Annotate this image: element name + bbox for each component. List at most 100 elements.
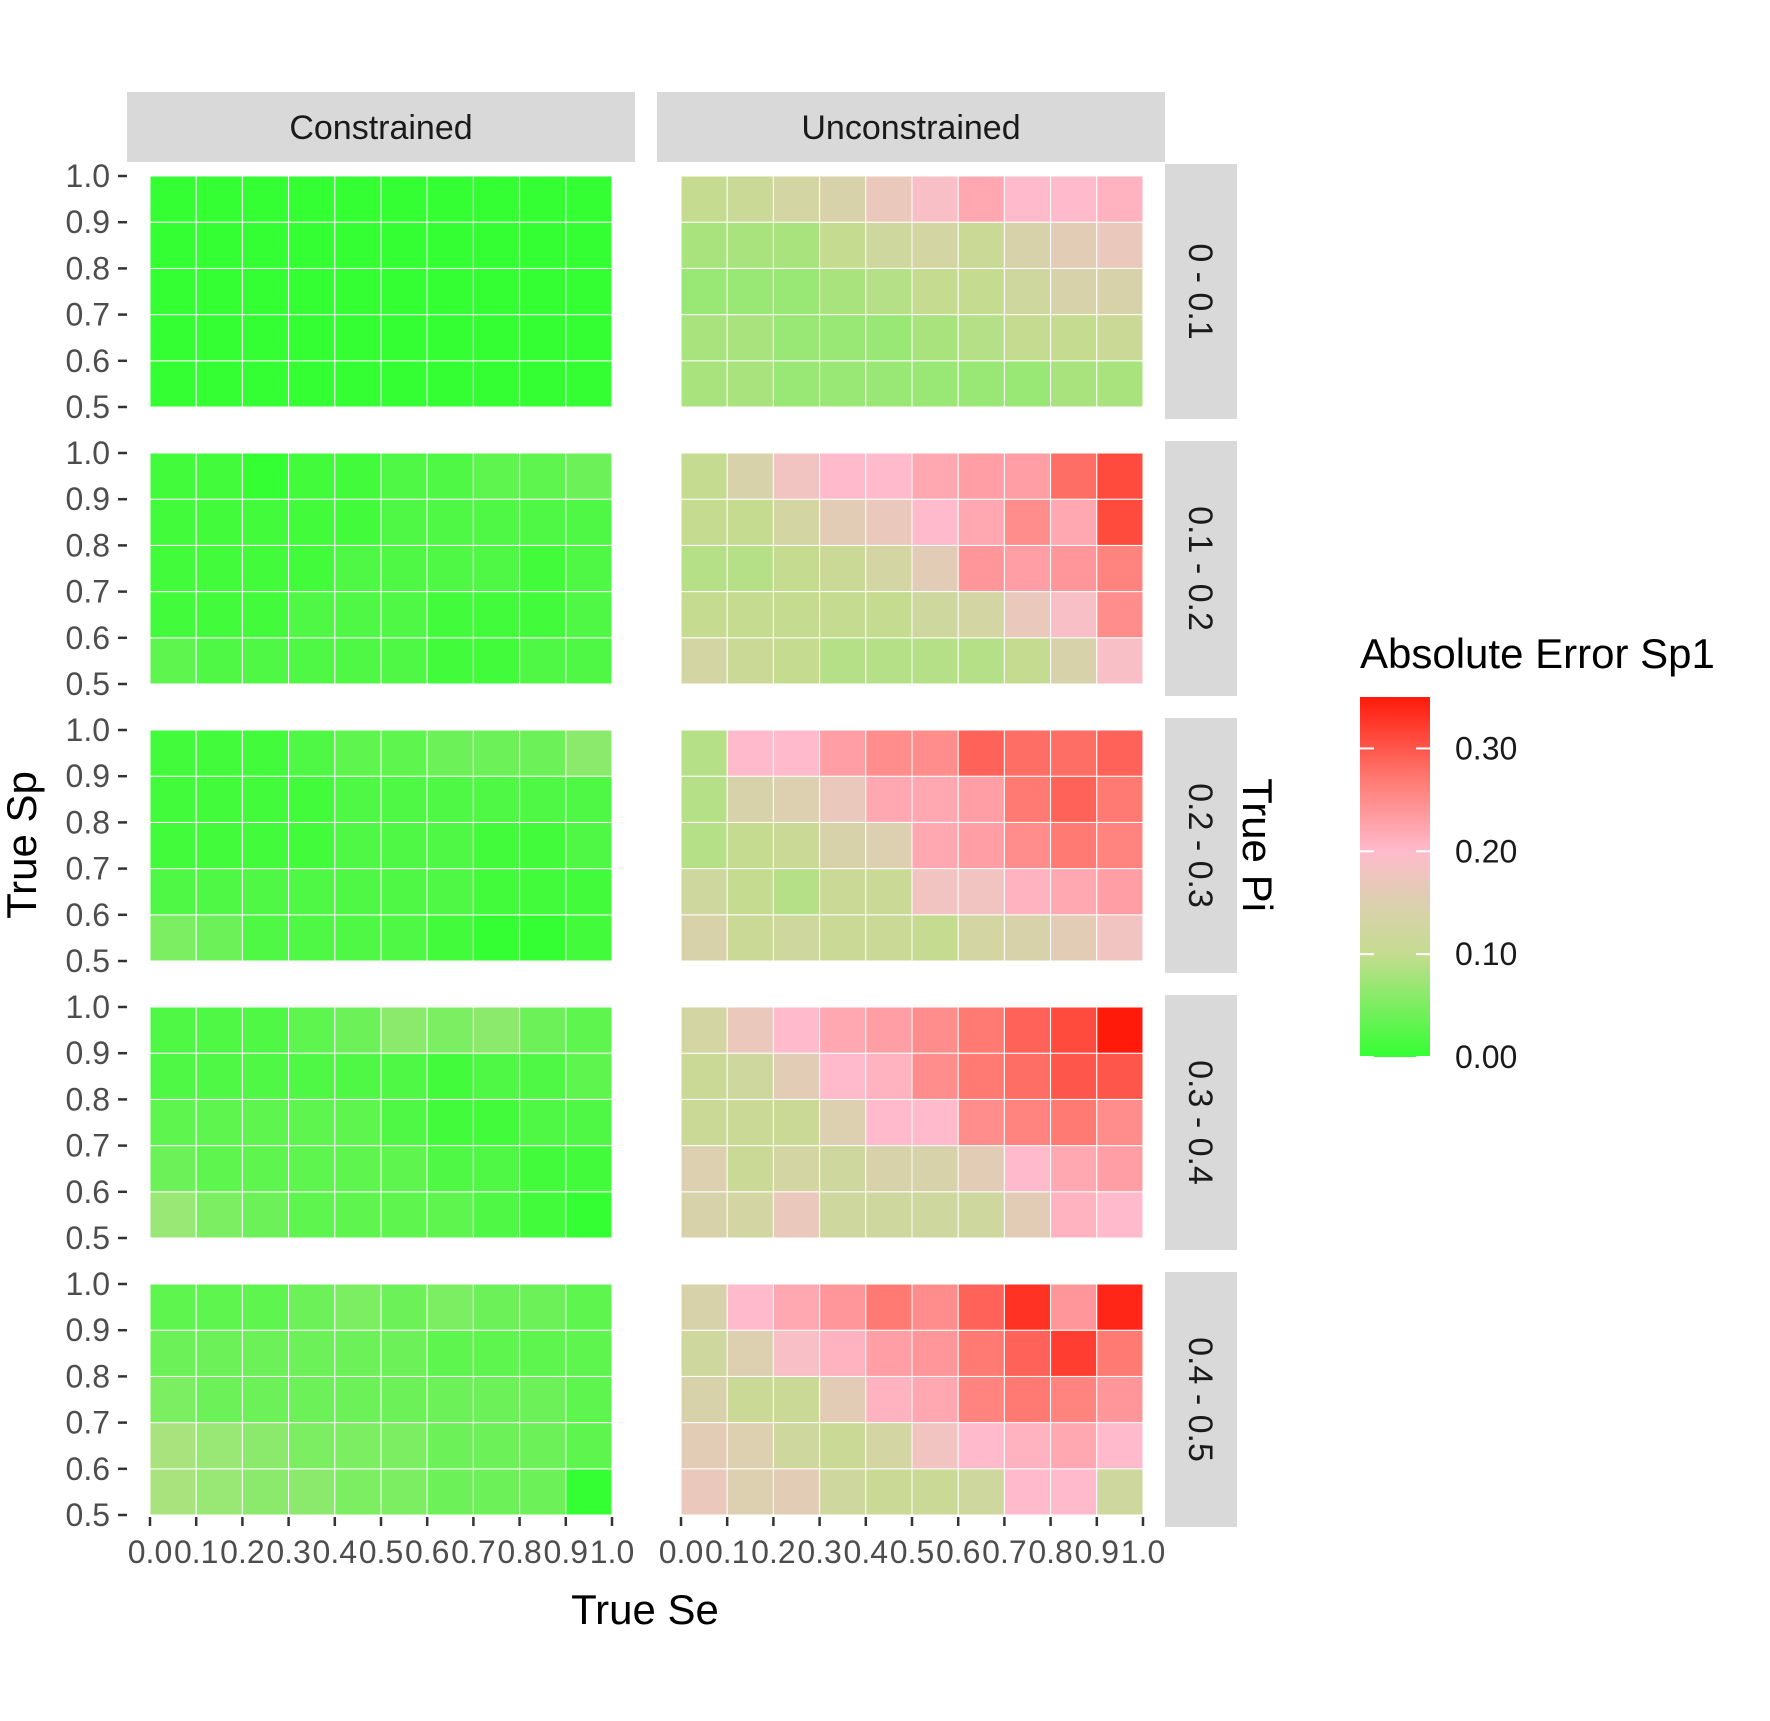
heatmap-cell bbox=[680, 1468, 728, 1516]
y-tick-label: 0.8 bbox=[66, 527, 110, 563]
heatmap-cell bbox=[865, 221, 913, 269]
heatmap-cell bbox=[865, 775, 913, 823]
heatmap-cell bbox=[426, 498, 474, 546]
heatmap-cell bbox=[1003, 1468, 1052, 1516]
row-strip-background bbox=[1165, 718, 1237, 973]
heatmap-cell bbox=[1003, 314, 1052, 362]
heatmap-panels bbox=[149, 175, 1144, 1516]
row-strip-background bbox=[1165, 1272, 1237, 1527]
heatmap-cell bbox=[334, 360, 382, 408]
heatmap-cell bbox=[680, 914, 728, 962]
heatmap-cell bbox=[241, 544, 290, 593]
heatmap-cell bbox=[865, 314, 913, 362]
heatmap-cell bbox=[680, 1052, 728, 1100]
heatmap-cell bbox=[241, 360, 290, 408]
y-tick-label: 0.8 bbox=[66, 1081, 110, 1117]
heatmap-cell bbox=[772, 1145, 821, 1193]
heatmap-cell bbox=[1050, 868, 1098, 916]
heatmap-cell bbox=[380, 914, 428, 962]
heatmap-cell bbox=[195, 1006, 243, 1054]
heatmap-cell bbox=[1003, 1191, 1052, 1239]
heatmap-cell bbox=[957, 775, 1005, 823]
heatmap-cell bbox=[565, 1191, 613, 1239]
row-strip-label: 0 - 0.1 bbox=[1181, 243, 1219, 339]
heatmap-cell bbox=[380, 1145, 428, 1193]
heatmap-cell bbox=[1096, 221, 1144, 269]
heatmap-cell bbox=[1003, 221, 1052, 269]
heatmap-cell bbox=[819, 1145, 867, 1193]
heatmap-cell bbox=[726, 314, 774, 362]
heatmap-cell bbox=[195, 775, 243, 823]
heatmap-cell bbox=[1050, 267, 1098, 316]
y-tick-label: 0.9 bbox=[66, 1312, 110, 1348]
heatmap-cell bbox=[241, 221, 290, 269]
x-tick-label: 0.8 bbox=[1028, 1534, 1072, 1570]
heatmap-cell bbox=[772, 452, 821, 500]
y-axis-0-2-0-3: 0.5 0.6 0.7 0.8 0.9 1.0 bbox=[66, 712, 127, 979]
heatmap-cell bbox=[911, 452, 959, 500]
heatmap-cell bbox=[911, 914, 959, 962]
heatmap-cell bbox=[472, 914, 521, 962]
row-strip-0-0-1: 0 - 0.1 bbox=[1165, 164, 1237, 419]
heatmap-cell bbox=[334, 637, 382, 685]
heatmap-cell bbox=[680, 637, 728, 685]
heatmap-cell bbox=[565, 1098, 613, 1147]
heatmap-cell bbox=[334, 452, 382, 500]
heatmap-cell bbox=[149, 314, 197, 362]
heatmap-cell bbox=[726, 729, 774, 777]
heatmap-cell bbox=[288, 1283, 336, 1331]
heatmap-cell bbox=[865, 267, 913, 316]
legend-tick-label: 0.30 bbox=[1455, 730, 1517, 766]
heatmap-cell bbox=[426, 1145, 474, 1193]
heatmap-cell bbox=[472, 1006, 521, 1054]
panel-unconstrained-0-0-1 bbox=[680, 175, 1144, 408]
x-tick-label: 1.0 bbox=[590, 1534, 634, 1570]
y-tick-label: 0.8 bbox=[66, 1358, 110, 1394]
heatmap-cell bbox=[957, 1052, 1005, 1100]
heatmap-cell bbox=[241, 775, 290, 823]
row-strip-label: 0.3 - 0.4 bbox=[1181, 1060, 1219, 1185]
heatmap-cell bbox=[819, 1283, 867, 1331]
heatmap-cell bbox=[426, 821, 474, 870]
heatmap-cell bbox=[426, 1283, 474, 1331]
heatmap-cell bbox=[1003, 1375, 1052, 1424]
heatmap-cell bbox=[1050, 452, 1098, 500]
heatmap-cell bbox=[865, 729, 913, 777]
heatmap-cell bbox=[519, 314, 567, 362]
heatmap-cell bbox=[519, 1375, 567, 1424]
y-tick-label: 0.9 bbox=[66, 204, 110, 240]
heatmap-cell bbox=[680, 775, 728, 823]
heatmap-cell bbox=[334, 498, 382, 546]
heatmap-cell bbox=[1003, 1006, 1052, 1054]
heatmap-cell bbox=[565, 544, 613, 593]
heatmap-cell bbox=[911, 868, 959, 916]
heatmap-cell bbox=[772, 821, 821, 870]
heatmap-cell bbox=[288, 175, 336, 223]
heatmap-cell bbox=[149, 1422, 197, 1470]
heatmap-cell bbox=[472, 498, 521, 546]
heatmap-cell bbox=[288, 544, 336, 593]
heatmap-cell bbox=[380, 498, 428, 546]
heatmap-cell bbox=[957, 498, 1005, 546]
heatmap-cell bbox=[472, 1052, 521, 1100]
heatmap-cell bbox=[957, 637, 1005, 685]
heatmap-cell bbox=[911, 729, 959, 777]
heatmap-cell bbox=[1096, 1145, 1144, 1193]
y-tick-label: 0.9 bbox=[66, 758, 110, 794]
heatmap-cell bbox=[334, 221, 382, 269]
heatmap-cell bbox=[195, 1468, 243, 1516]
heatmap-cell bbox=[911, 821, 959, 870]
heatmap-cell bbox=[1096, 498, 1144, 546]
heatmap-cell bbox=[519, 914, 567, 962]
heatmap-cell bbox=[334, 1422, 382, 1470]
heatmap-cell bbox=[288, 221, 336, 269]
heatmap-cell bbox=[149, 498, 197, 546]
heatmap-cell bbox=[1096, 914, 1144, 962]
heatmap-cell bbox=[519, 821, 567, 870]
heatmap-cell bbox=[726, 360, 774, 408]
heatmap-cell bbox=[1003, 267, 1052, 316]
x-tick-label: 0.2 bbox=[220, 1534, 264, 1570]
heatmap-cell bbox=[334, 1145, 382, 1193]
y-tick-label: 0.7 bbox=[66, 851, 110, 887]
